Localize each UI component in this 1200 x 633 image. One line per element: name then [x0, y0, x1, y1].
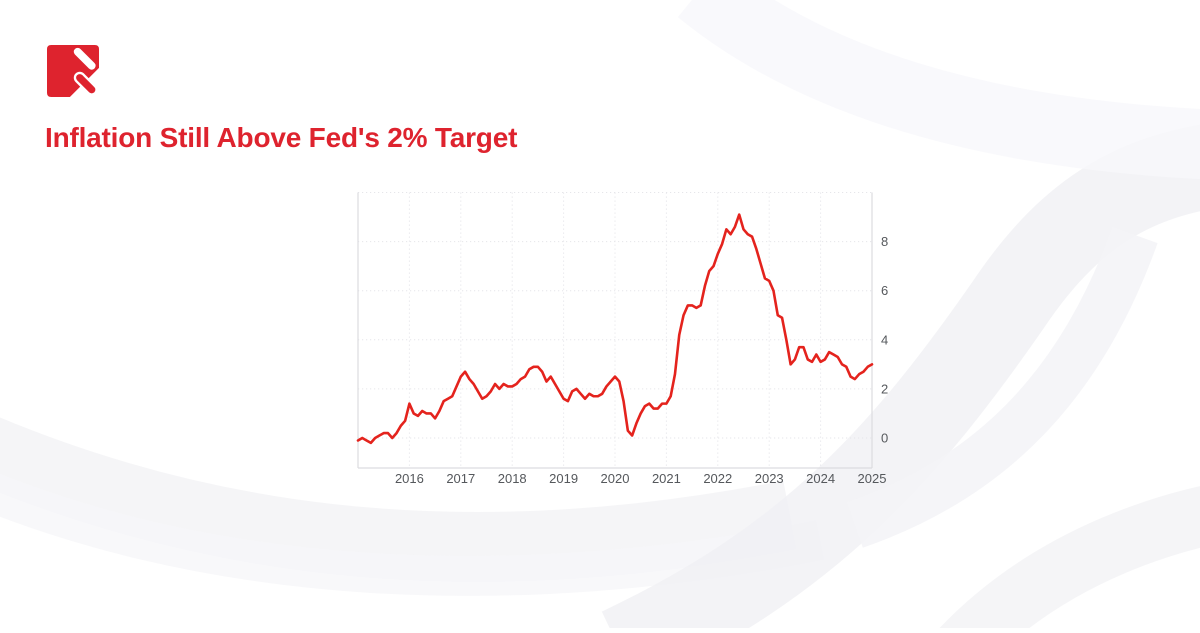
chart-grid: [358, 192, 873, 468]
brand-logo-icon: [47, 45, 99, 97]
x-tick-label: 2025: [858, 471, 887, 486]
x-tick-label: 2023: [755, 471, 784, 486]
y-tick-label: 0: [881, 431, 888, 446]
x-tick-label: 2024: [806, 471, 835, 486]
x-tick-label: 2021: [652, 471, 681, 486]
y-tick-label: 8: [881, 234, 888, 249]
y-tick-label: 4: [881, 332, 888, 347]
x-tick-label: 2016: [395, 471, 424, 486]
x-tick-label: 2020: [601, 471, 630, 486]
x-tick-label: 2022: [703, 471, 732, 486]
swoosh-curve-bottom-right: [938, 486, 1200, 633]
chart-x-axis-labels: 2016 2017 2018 2019 2020 2021 2022 2023 2024 2025: [395, 471, 887, 486]
page-title: Inflation Still Above Fed's 2% Target: [45, 121, 518, 153]
chart-y-axis-labels: 0 2 4 6 8: [881, 234, 888, 445]
y-tick-label: 6: [881, 283, 888, 298]
x-tick-label: 2018: [498, 471, 527, 486]
y-tick-label: 2: [881, 381, 888, 396]
inflation-chart: 2016 2017 2018 2019 2020 2021 2022 2023 2024 2025…: [356, 188, 916, 496]
x-tick-label: 2019: [549, 471, 578, 486]
brand-logo: [47, 45, 99, 97]
x-tick-label: 2017: [446, 471, 475, 486]
chart-series-line: [356, 213, 874, 445]
chart-axis-border: [357, 192, 873, 469]
chart-canvas: 2016 2017 2018 2019 2020 2021 2022 2023 2024 2025…: [356, 192, 888, 486]
inflation-line: [356, 213, 874, 445]
swoosh-curve-top-right: [677, 0, 1200, 180]
